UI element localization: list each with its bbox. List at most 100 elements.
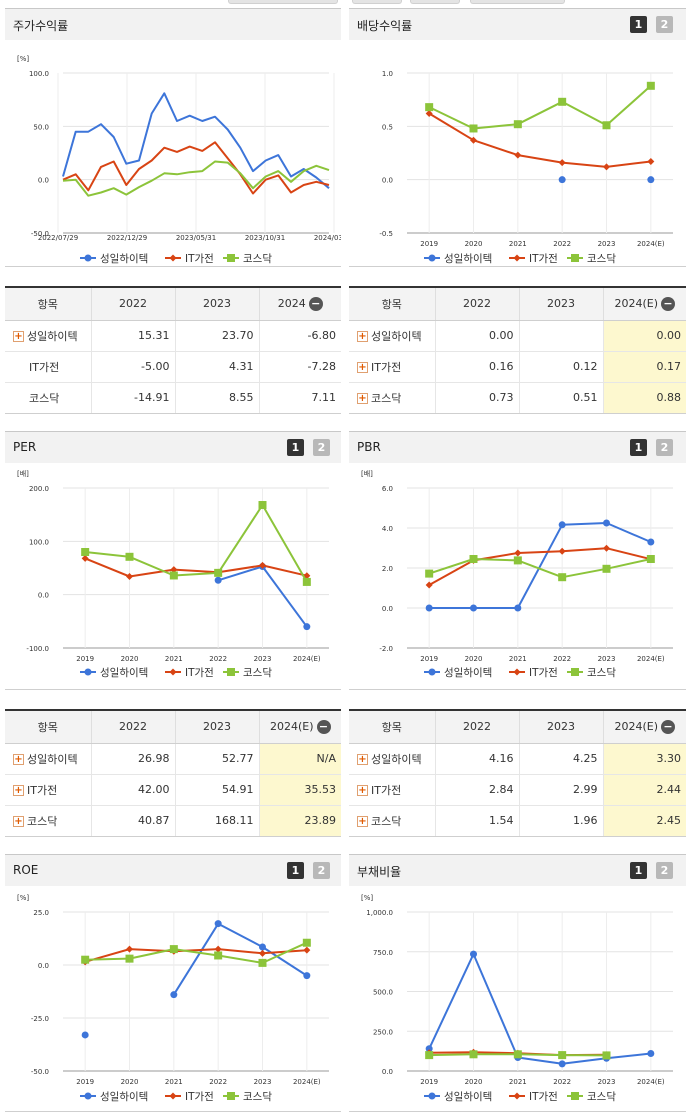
kosdaq-point — [602, 121, 611, 130]
kosdaq-point — [81, 548, 90, 556]
col-header: 항목 — [349, 711, 435, 744]
kosdaq-point — [125, 954, 134, 963]
table-row: + IT가전 2.84 2.99 2.44 — [349, 774, 686, 806]
cell: 15.31 — [90, 320, 175, 352]
view-2-button[interactable]: 2 — [656, 439, 673, 456]
kosdaq-point — [558, 573, 567, 582]
per-chart: [배]200.0 100.0 0.0 -100.0 2019 2020 2021 2022 20… — [17, 469, 329, 679]
it-appliance-point — [603, 163, 610, 171]
x-tick-label: 2024/03/29 — [314, 234, 341, 242]
table-row: 코스닥 -14.91 8.55 7.11 — [5, 382, 341, 414]
view-1-button[interactable]: 1 — [630, 439, 647, 456]
y-tick-label: -0.5 — [379, 230, 393, 238]
plus-icon[interactable]: + — [357, 816, 368, 827]
plus-icon[interactable]: + — [13, 331, 24, 342]
legend-label: IT가전 — [529, 667, 558, 679]
panel-title: PER — [13, 440, 37, 454]
view-2-button[interactable]: 2 — [656, 862, 673, 879]
row-label-text: 성일하이텍 — [371, 329, 422, 343]
plus-icon[interactable]: + — [357, 785, 368, 796]
plus-icon[interactable]: + — [357, 754, 368, 765]
col-header: 2022 — [90, 288, 175, 321]
seongil-hitech-point — [470, 604, 477, 612]
cell: 8.55 — [174, 382, 259, 414]
view-2-button[interactable]: 2 — [313, 439, 330, 456]
kosdaq-point — [469, 124, 478, 133]
view-2-button[interactable]: 2 — [656, 16, 673, 33]
x-tick-label: 2023 — [598, 1078, 616, 1086]
legend-label: 성일하이텍 — [444, 252, 492, 265]
kosdaq-line — [428, 85, 652, 130]
legend-marker — [227, 1092, 235, 1100]
x-tick-label: 2020 — [465, 1078, 483, 1086]
panel-header: 부채비율 1 2 — [349, 854, 686, 886]
kosdaq-line — [62, 160, 330, 197]
cell — [518, 320, 603, 352]
y-tick-label: 100.0 — [29, 70, 49, 78]
x-tick-label: 2022 — [553, 240, 571, 248]
row-label: + 코스닥 — [349, 805, 435, 837]
table-row: IT가전 -5.00 4.31 -7.28 — [5, 351, 341, 383]
view-1-button[interactable]: 1 — [630, 862, 647, 879]
top-tab[interactable] — [410, 0, 460, 4]
seongil-hitech-point — [170, 991, 178, 999]
legend-label: 성일하이텍 — [100, 1090, 148, 1103]
cell: 0.00 — [434, 320, 519, 352]
minus-icon[interactable]: − — [316, 719, 331, 734]
cell: -7.28 — [258, 351, 341, 383]
plus-icon[interactable]: + — [357, 331, 368, 342]
view-1-button[interactable]: 1 — [630, 16, 647, 33]
cell: 0.88 — [602, 382, 686, 414]
cell: 42.00 — [90, 774, 175, 806]
seongil-hitech-point — [303, 972, 311, 980]
table-row: + 성일하이텍 15.31 23.70 -6.80 — [5, 320, 341, 352]
view-1-button[interactable]: 1 — [287, 862, 304, 879]
row-label-text: 성일하이텍 — [371, 752, 422, 766]
cell: 1.96 — [518, 805, 603, 837]
legend-marker — [169, 254, 177, 262]
view-1-button[interactable]: 1 — [287, 439, 304, 456]
top-tab[interactable] — [228, 0, 338, 4]
minus-icon[interactable]: − — [661, 719, 676, 734]
minus-icon[interactable]: − — [661, 296, 676, 311]
it-appliance-point — [558, 159, 566, 167]
legend-marker — [428, 254, 436, 262]
plus-icon[interactable]: + — [13, 816, 24, 827]
unit-label: [배] — [17, 469, 29, 478]
plus-icon[interactable]: + — [13, 754, 24, 765]
kosdaq-point — [258, 501, 267, 510]
panel-header: 주가수익률 — [5, 8, 341, 40]
minus-icon[interactable]: − — [308, 296, 323, 311]
y-tick-label: 0.0 — [382, 177, 393, 185]
seongil-hitech-point — [470, 950, 477, 958]
legend-label: IT가전 — [185, 667, 214, 679]
plus-icon[interactable]: + — [357, 362, 368, 373]
cell: 7.11 — [258, 382, 341, 414]
cell: 2.44 — [602, 774, 686, 806]
plus-icon[interactable]: + — [13, 785, 24, 796]
row-label: + 성일하이텍 — [5, 320, 91, 352]
it-appliance-point — [170, 566, 178, 574]
it-appliance-line — [428, 547, 652, 586]
y-tick-label: 250.0 — [373, 1028, 393, 1036]
top-tab[interactable] — [352, 0, 402, 4]
row-label: + IT가전 — [349, 774, 435, 806]
row-label-text: 성일하이텍 — [27, 752, 78, 766]
top-tab[interactable] — [470, 0, 565, 4]
it-appliance-line — [428, 112, 651, 168]
y-tick-label: -50.0 — [31, 230, 49, 238]
kosdaq-point — [81, 955, 90, 964]
x-tick-label: 2020 — [465, 655, 483, 663]
x-tick-label: 2020 — [121, 655, 139, 663]
cell: -5.00 — [90, 351, 175, 383]
plus-icon[interactable]: + — [357, 393, 368, 404]
dividend-yield-table: 항목 2022 2023 2024(E) − + 성일하이텍 0.00 0.00 +… — [349, 286, 686, 414]
cell: 23.89 — [258, 805, 341, 837]
table-row: + IT가전 42.00 54.91 35.53 — [5, 774, 341, 806]
view-2-button[interactable]: 2 — [313, 862, 330, 879]
per-table: 항목 2022 2023 2024(E) − + 성일하이텍 26.98 52.77… — [5, 709, 341, 837]
x-tick-label: 2024(E) — [637, 1078, 665, 1086]
row-label: + 성일하이텍 — [349, 743, 435, 775]
y-tick-label: 500.0 — [373, 989, 393, 997]
x-tick-label: 2021 — [165, 655, 183, 663]
